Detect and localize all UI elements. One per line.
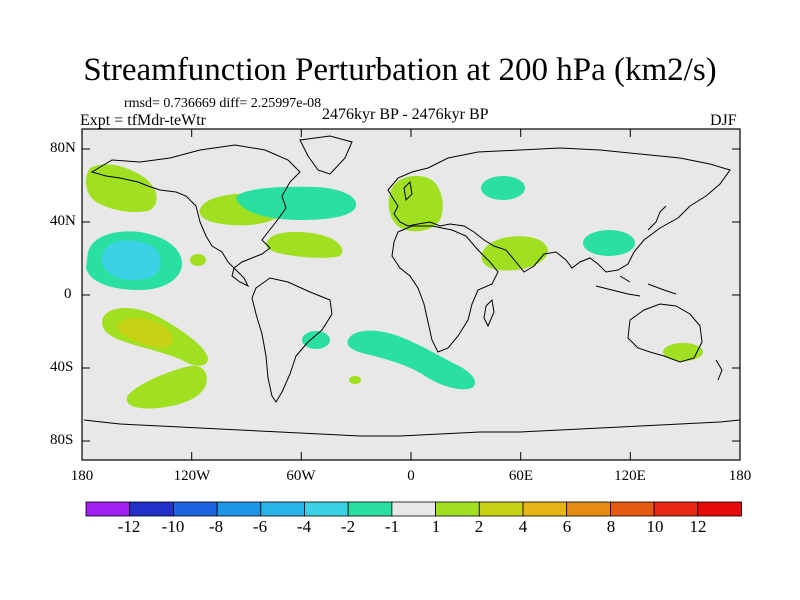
lon-label-120e: 120E: [614, 468, 646, 484]
anomaly-n-atlantic: [236, 186, 357, 220]
colorbar-box: [347, 501, 393, 517]
coast-australia: [627, 303, 703, 363]
stats-line: rmsd= 0.736669 diff= 2.25997e-08: [124, 96, 322, 111]
colorbar-box: [566, 501, 611, 517]
colorbar-label: -1: [384, 517, 400, 536]
lat-label-80n: 80N: [50, 140, 76, 156]
colorbar-box: [522, 501, 568, 517]
anomaly-russia: [481, 176, 525, 200]
anomaly-subtropical-n-pacific-core: [101, 240, 161, 281]
anomaly-subtropical-atlantic: [266, 231, 343, 258]
colorbar-box: [216, 501, 262, 517]
anomaly-s-america: [302, 331, 330, 349]
colorbar-label: 10: [646, 517, 664, 536]
season-label: DJF: [710, 112, 737, 129]
colorbar-label: 6: [562, 517, 572, 536]
coast-madagascar: [483, 298, 495, 328]
lat-label-0: 0: [64, 286, 72, 302]
colorbar-box: [697, 501, 742, 517]
anomaly-east-asia: [583, 230, 635, 256]
lon-label-180w: 180: [70, 468, 94, 484]
coast-greenland: [299, 135, 353, 175]
colorbar-box: [172, 501, 218, 517]
lat-label-80s: 80S: [50, 432, 74, 448]
coast-north-america: [90, 144, 301, 288]
lon-ticks: [81, 129, 741, 460]
anomaly-s-atlantic: [347, 330, 476, 390]
coast-south-america: [251, 277, 333, 403]
coast-japan: [647, 205, 667, 231]
colorbar-label: 1: [431, 517, 441, 536]
coast-uk: [403, 180, 413, 202]
anomaly-s-pacific-core: [117, 317, 173, 348]
experiment-label: Expt = tfMdr-teWtr: [80, 112, 206, 129]
coast-antarctica: [83, 419, 740, 437]
colorbar-label: -4: [296, 517, 312, 536]
anomaly-s-atlantic-small: [349, 376, 361, 384]
period-label: 2476kyr BP - 2476kyr BP: [322, 106, 489, 123]
coast-eurasia: [387, 147, 731, 273]
colorbar-label: 2: [474, 517, 484, 536]
lat-ticks: [82, 148, 740, 442]
lon-label-120w: 120W: [173, 468, 211, 484]
coast-new-zealand: [715, 359, 723, 381]
coast-indonesia: [595, 275, 677, 297]
lon-label-180e: 180: [728, 468, 752, 484]
colorbar-box: [435, 501, 480, 517]
colorbar-box: [653, 501, 699, 517]
lat-label-40n: 40N: [50, 213, 76, 229]
anomaly-middle-east: [481, 236, 548, 271]
anomaly-ne-pacific: [85, 164, 157, 213]
colorbar-label: -12: [117, 517, 141, 536]
colorbar-label: -8: [208, 517, 224, 536]
colorbar-box: [85, 501, 131, 517]
colorbar-label: 4: [518, 517, 528, 536]
lat-label-40s: 40S: [50, 359, 74, 375]
colorbar-box: [129, 501, 174, 517]
plot-title: Streamfunction Perturbation at 200 hPa (…: [83, 52, 717, 88]
colorbar-box: [304, 501, 349, 517]
colorbar-label: -10: [161, 517, 185, 536]
coastlines: [83, 135, 740, 437]
anomaly-layer: [85, 164, 703, 409]
anomaly-se-pacific: [126, 365, 207, 409]
colorbar-label: 12: [689, 517, 707, 536]
colorbar: [85, 501, 742, 517]
colorbar-label: -2: [340, 517, 356, 536]
lon-label-0: 0: [407, 468, 415, 484]
colorbar-box: [391, 501, 436, 517]
colorbar-box: [478, 501, 524, 517]
colorbar-label: 8: [606, 517, 616, 536]
anomaly-e-pacific: [190, 254, 206, 266]
anomaly-europe: [388, 175, 443, 232]
coast-africa: [391, 225, 499, 353]
lon-label-60e: 60E: [508, 468, 534, 484]
anomaly-tasman: [663, 343, 703, 361]
lon-label-60w: 60W: [286, 468, 316, 484]
colorbar-label: -6: [252, 517, 268, 536]
colorbar-box: [610, 501, 655, 517]
colorbar-box: [260, 501, 305, 517]
